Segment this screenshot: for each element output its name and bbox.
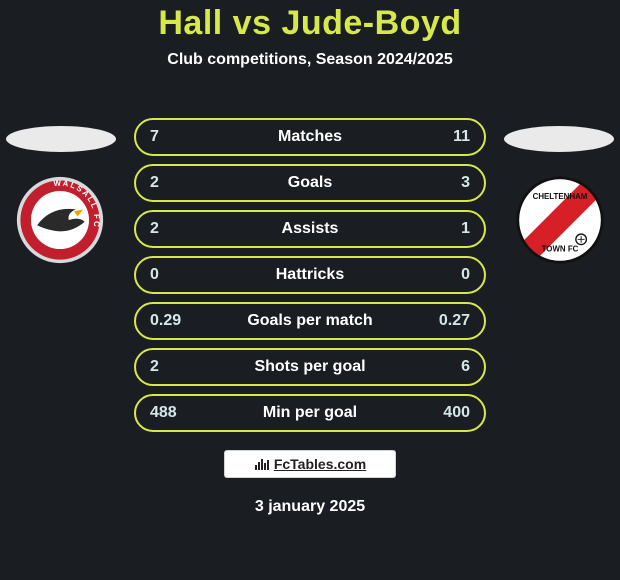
- source-link[interactable]: FcTables.com: [224, 450, 396, 478]
- stat-label: Min per goal: [136, 404, 484, 422]
- stat-row-matches: 7 Matches 11: [134, 118, 486, 156]
- source-text: FcTables.com: [274, 456, 366, 472]
- stat-label: Hattricks: [136, 266, 484, 284]
- stats-list: 7 Matches 11 2 Goals 3 2 Assists 1 0 Hat…: [134, 118, 486, 432]
- stat-right-value: 0.27: [439, 304, 470, 338]
- player-left-shadow: [6, 126, 116, 152]
- stat-label: Shots per goal: [136, 358, 484, 376]
- generation-date: 3 january 2025: [0, 498, 620, 516]
- bar-chart-icon: [254, 457, 270, 471]
- stat-right-value: 0: [461, 258, 470, 292]
- stat-right-value: 400: [443, 396, 470, 430]
- cheltenham-crest-icon: CHELTENHAM TOWN FC: [516, 176, 604, 264]
- stat-row-shots-per-goal: 2 Shots per goal 6: [134, 348, 486, 386]
- player-right-name: Jude-Boyd: [281, 4, 461, 42]
- stat-row-hattricks: 0 Hattricks 0: [134, 256, 486, 294]
- svg-text:CHELTENHAM: CHELTENHAM: [533, 192, 588, 201]
- vs-separator: vs: [233, 4, 272, 42]
- stat-right-value: 3: [461, 166, 470, 200]
- comparison-card: Hall vs Jude-Boyd Club competitions, Sea…: [0, 0, 620, 580]
- stat-label: Matches: [136, 128, 484, 146]
- svg-text:TOWN FC: TOWN FC: [542, 245, 579, 254]
- stat-row-min-per-goal: 488 Min per goal 400: [134, 394, 486, 432]
- player-right-shadow: [504, 126, 614, 152]
- stat-right-value: 1: [461, 212, 470, 246]
- stat-right-value: 6: [461, 350, 470, 384]
- stat-row-assists: 2 Assists 1: [134, 210, 486, 248]
- stat-row-goals: 2 Goals 3: [134, 164, 486, 202]
- page-title: Hall vs Jude-Boyd: [0, 4, 620, 43]
- crest-walsall: WALSALL FC: [16, 176, 104, 264]
- walsall-crest-icon: WALSALL FC: [16, 176, 104, 264]
- crest-cheltenham: CHELTENHAM TOWN FC: [516, 176, 604, 264]
- player-left-name: Hall: [158, 4, 222, 42]
- stat-label: Assists: [136, 220, 484, 238]
- subtitle: Club competitions, Season 2024/2025: [0, 51, 620, 69]
- stat-row-goals-per-match: 0.29 Goals per match 0.27: [134, 302, 486, 340]
- stat-label: Goals: [136, 174, 484, 192]
- stat-label: Goals per match: [136, 312, 484, 330]
- stat-right-value: 11: [453, 120, 470, 154]
